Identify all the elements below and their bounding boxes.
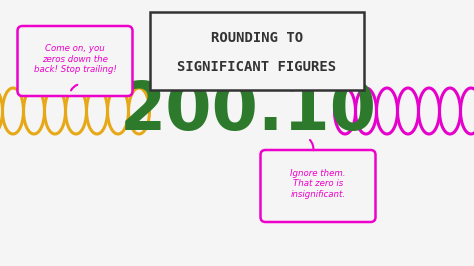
Text: 200.10: 200.10	[119, 78, 376, 144]
Text: SIGNIFICANT FIGURES: SIGNIFICANT FIGURES	[177, 60, 337, 74]
FancyBboxPatch shape	[18, 26, 133, 96]
Text: Ignore them.
That zero is
insignificant.: Ignore them. That zero is insignificant.	[290, 169, 346, 199]
FancyBboxPatch shape	[150, 12, 364, 90]
Text: Come on, you
zeros down the
back! Stop trailing!: Come on, you zeros down the back! Stop t…	[34, 44, 117, 74]
Text: ROUNDING TO: ROUNDING TO	[211, 31, 303, 45]
FancyBboxPatch shape	[261, 150, 375, 222]
